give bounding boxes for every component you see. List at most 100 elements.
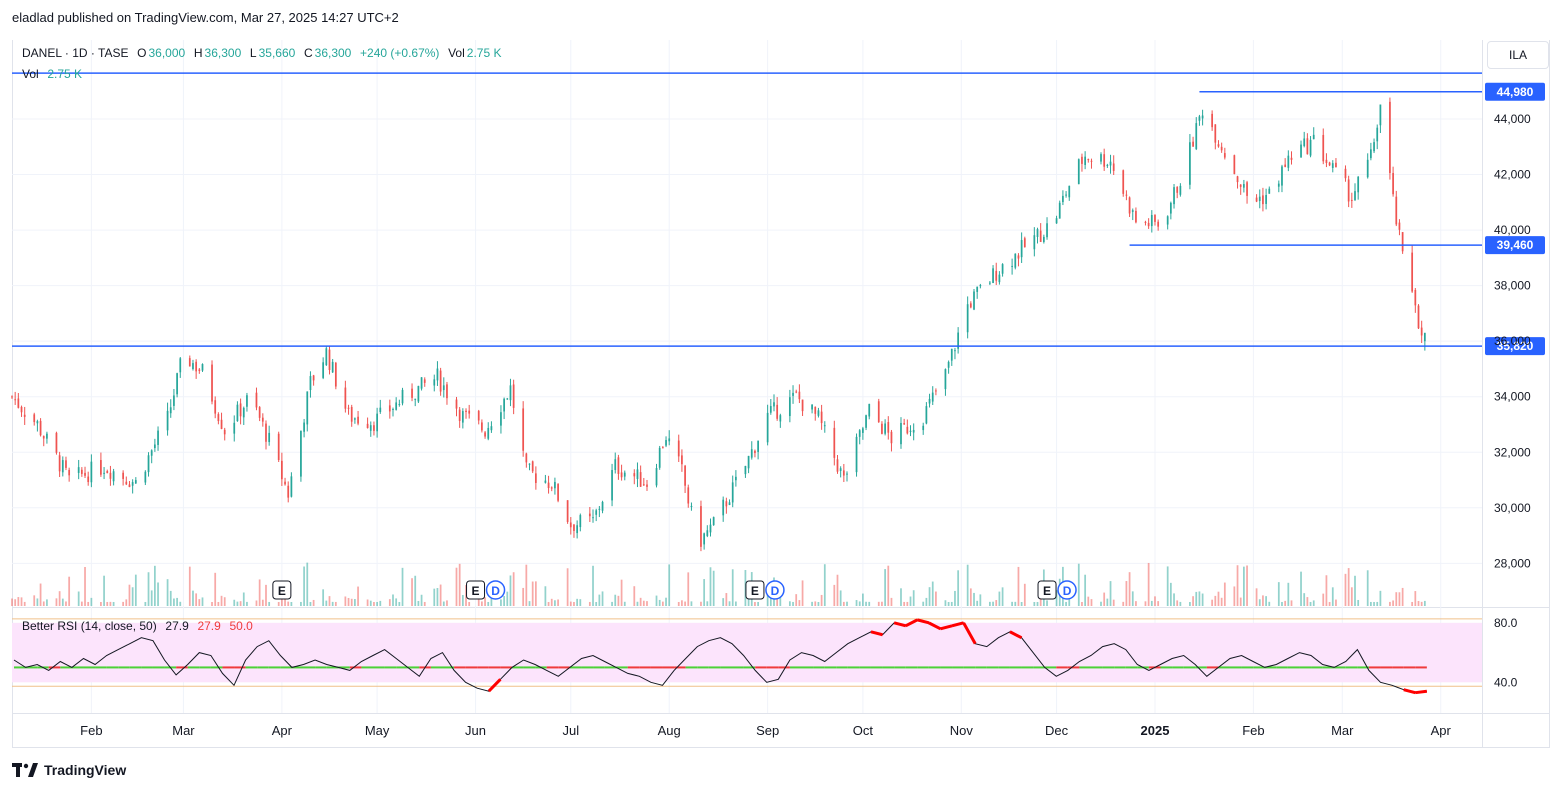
candle-body	[1214, 124, 1217, 143]
volume-bar	[855, 600, 858, 606]
rsi-legend[interactable]: Better RSI (14, close, 50) 27.9 27.9 50.…	[22, 619, 255, 633]
candle-body	[636, 469, 639, 479]
candle-body	[1011, 265, 1013, 267]
candle-body	[989, 282, 991, 284]
volume-bar	[398, 602, 401, 606]
candle-body	[55, 432, 58, 453]
volume-bar	[1106, 598, 1109, 606]
volume-bar	[788, 601, 791, 606]
volume-bar	[684, 601, 686, 606]
volume-bar	[46, 599, 48, 606]
candle-body	[153, 444, 156, 449]
candle-body	[573, 524, 575, 531]
earnings-marker-box	[272, 580, 292, 600]
volume-bar	[153, 565, 156, 606]
candle-body	[1020, 240, 1023, 258]
candle-body	[277, 433, 280, 460]
candle-body	[14, 399, 17, 401]
candle-body	[166, 410, 169, 431]
candle-body	[839, 468, 842, 471]
candle-body	[1090, 160, 1093, 162]
candle-body	[369, 425, 372, 431]
volume-bar	[1023, 583, 1026, 606]
time-tick-label: Feb	[80, 723, 102, 738]
candle-body	[201, 364, 204, 371]
volume-bar	[887, 565, 890, 606]
candle-body	[1417, 305, 1420, 329]
candle-body	[354, 418, 356, 420]
rsi-extreme-segment	[905, 618, 918, 628]
volume-bar	[261, 599, 264, 606]
volume-bar	[379, 600, 382, 606]
vol-line-label: Vol	[22, 67, 39, 81]
volume-bar	[576, 598, 579, 606]
candle-body	[1268, 188, 1271, 194]
volume-bar	[823, 564, 826, 606]
volume-bar	[169, 590, 172, 606]
volume-bar	[858, 601, 861, 606]
candle-body	[58, 455, 61, 472]
candle-body	[1328, 162, 1331, 166]
candle-body	[103, 472, 105, 474]
candle-body	[442, 385, 445, 391]
volume-bar	[912, 590, 915, 606]
volume-bar	[547, 602, 550, 606]
candle-body	[1217, 144, 1220, 147]
candle-body	[703, 533, 706, 545]
candle-body	[773, 402, 775, 407]
volume-bar	[176, 597, 178, 606]
volume-bar	[1112, 599, 1115, 606]
volume-bar	[639, 597, 642, 606]
volume-bar	[255, 600, 258, 606]
symbol-legend[interactable]: DANEL · 1D · TASE O 36,000 H 36,300 L 35,66…	[22, 46, 503, 60]
time-tick-label: Jul	[562, 723, 579, 738]
currency-button[interactable]: ILA	[1487, 41, 1549, 69]
volume-bar	[246, 601, 248, 606]
volume-bar	[973, 592, 975, 606]
volume-bar	[503, 596, 505, 606]
volume-bar	[595, 601, 598, 606]
currency-label: ILA	[1508, 48, 1527, 62]
candle-body	[20, 406, 23, 413]
rsi-line	[13, 619, 1427, 694]
volume-bar	[1084, 574, 1087, 606]
volume-bar	[1414, 591, 1417, 606]
volume-bar	[55, 598, 58, 606]
candle-body	[1036, 229, 1039, 237]
volume-bar	[554, 600, 556, 606]
open-label: O	[137, 46, 147, 60]
candle-body	[792, 392, 794, 396]
candle-body	[46, 433, 48, 439]
rsi-name[interactable]: Better RSI (14, close, 50)	[22, 619, 157, 633]
volume-bar	[1017, 566, 1020, 606]
volume-bar	[681, 600, 683, 606]
time-tick-label: Sep	[756, 723, 779, 738]
time-tick-label: 2025	[1141, 723, 1170, 738]
volume-bar	[1166, 566, 1169, 606]
candle-body	[388, 405, 391, 412]
volume-bar	[1335, 599, 1337, 606]
volume-bar	[1135, 601, 1137, 606]
earnings-marker-box	[1037, 580, 1057, 600]
candle-body	[909, 430, 912, 432]
volume-bar	[303, 566, 305, 606]
symbol-name[interactable]: DANEL · 1D · TASE	[22, 46, 129, 60]
volume-bar	[1373, 601, 1375, 606]
candle-body	[414, 398, 417, 400]
volume-bar	[509, 575, 512, 606]
volume-bar	[33, 595, 36, 606]
candle-body	[42, 436, 45, 439]
rsi-extreme-segment	[1009, 630, 1023, 640]
candle-body	[1147, 222, 1150, 227]
candle-body	[706, 530, 709, 536]
candle-body	[112, 471, 115, 482]
candle-body	[284, 481, 286, 485]
candle-body	[100, 460, 102, 475]
rsi-extreme-segment	[1403, 688, 1416, 695]
tradingview-logo[interactable]: TradingView	[12, 762, 126, 778]
volume-legend[interactable]: Vol 2.75 K	[22, 67, 84, 81]
volume-bar	[373, 601, 375, 606]
